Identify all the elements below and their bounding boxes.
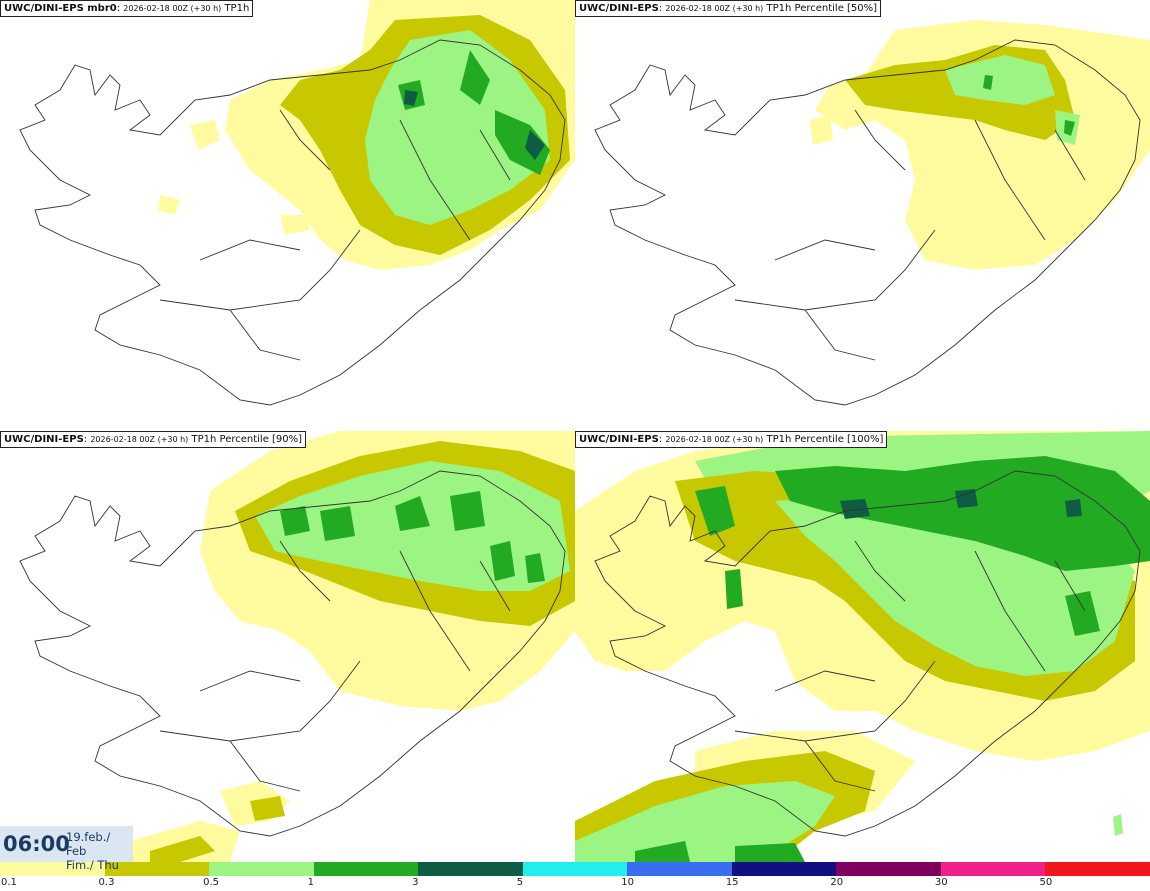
legend-swatch [731, 862, 837, 876]
model-name: UWC/DINI-EPS [579, 434, 659, 445]
map-panel-p100: UWC/DINI-EPS: 2026-02-18 00Z (+30 h) TP1… [575, 431, 1150, 862]
run-time: 2026-02-18 00Z (+30 h) [665, 435, 764, 444]
precip-map [19, 431, 575, 862]
legend-tick-label: 30 [934, 877, 948, 888]
valid-day-line: Fim./ Thu [66, 858, 119, 872]
legend-tick-label: 50 [1039, 877, 1053, 888]
legend-tick-label: 10 [621, 877, 634, 888]
precip-map [575, 431, 1150, 862]
map-panel-p50: UWC/DINI-EPS: 2026-02-18 00Z (+30 h) TP1… [575, 0, 1150, 431]
precip-fill [575, 431, 1150, 862]
model-name: UWC/DINI-EPS [4, 434, 84, 445]
legend-swatch [940, 862, 1046, 876]
legend-swatch [0, 862, 106, 876]
legend-swatch [418, 862, 524, 876]
model-name: UWC/DINI-EPS [579, 3, 659, 14]
iceland-coastline [594, 39, 1141, 406]
precip-map [19, 0, 575, 406]
legend-swatch [209, 862, 315, 876]
valid-hour: 06:00 [3, 832, 70, 856]
iceland-coastline [594, 470, 1141, 837]
precip-fill [130, 431, 575, 862]
legend-tick-label: 1 [307, 877, 314, 888]
iceland-coastline [19, 39, 566, 406]
precip-fill [810, 20, 1150, 270]
legend-swatch [313, 862, 419, 876]
map-panel-mbr0: UWC/DINI-EPS mbr0: 2026-02-18 00Z (+30 h… [0, 0, 575, 431]
panel-title: UWC/DINI-EPS: 2026-02-18 00Z (+30 h) TP1… [575, 431, 888, 448]
legend-tick-label: 15 [725, 877, 739, 888]
panel-title: UWC/DINI-EPS mbr0: 2026-02-18 00Z (+30 h… [0, 0, 254, 17]
run-time: 2026-02-18 00Z (+30 h) [665, 4, 764, 13]
legend-swatch [836, 862, 942, 876]
legend-swatch [104, 862, 210, 876]
precip-fill [158, 0, 575, 270]
legend-tick-label: 0.3 [98, 877, 115, 888]
legend-tick-label: 20 [830, 877, 844, 888]
legend-tick-label: 0.1 [1, 877, 17, 888]
valid-date: 19.feb./ Feb Fim./ Thu [66, 830, 133, 872]
iceland-coastline [19, 470, 566, 837]
precip-map [594, 20, 1150, 406]
map-panel-p90: UWC/DINI-EPS: 2026-02-18 00Z (+30 h) TP1… [0, 431, 575, 862]
panel-title: UWC/DINI-EPS: 2026-02-18 00Z (+30 h) TP1… [0, 431, 307, 448]
legend-swatch [522, 862, 628, 876]
legend-swatch [627, 862, 733, 876]
field-name: TP1h [224, 3, 250, 14]
legend-tick-label: 0.5 [203, 877, 219, 888]
valid-date-line: 19.feb./ Feb [66, 830, 111, 858]
valid-time-box: 06:00 19.feb./ Feb Fim./ Thu [0, 826, 133, 872]
legend-bar [0, 862, 1150, 876]
legend-tick-label: 3 [412, 877, 419, 888]
model-name: UWC/DINI-EPS mbr0 [4, 3, 117, 14]
field-name: TP1h Percentile [50%] [766, 3, 878, 14]
panel-title: UWC/DINI-EPS: 2026-02-18 00Z (+30 h) TP1… [575, 0, 882, 17]
legend-tick-label: 5 [516, 877, 524, 888]
color-legend: 0.1 0.3 0.5 1 3 5 10 15 20 30 50 [0, 862, 1150, 891]
legend-swatch [1045, 862, 1150, 876]
run-time: 2026-02-18 00Z (+30 h) [123, 4, 222, 13]
field-name: TP1h Percentile [90%] [191, 434, 303, 445]
run-time: 2026-02-18 00Z (+30 h) [90, 435, 189, 444]
field-name: TP1h Percentile [100%] [766, 434, 884, 445]
